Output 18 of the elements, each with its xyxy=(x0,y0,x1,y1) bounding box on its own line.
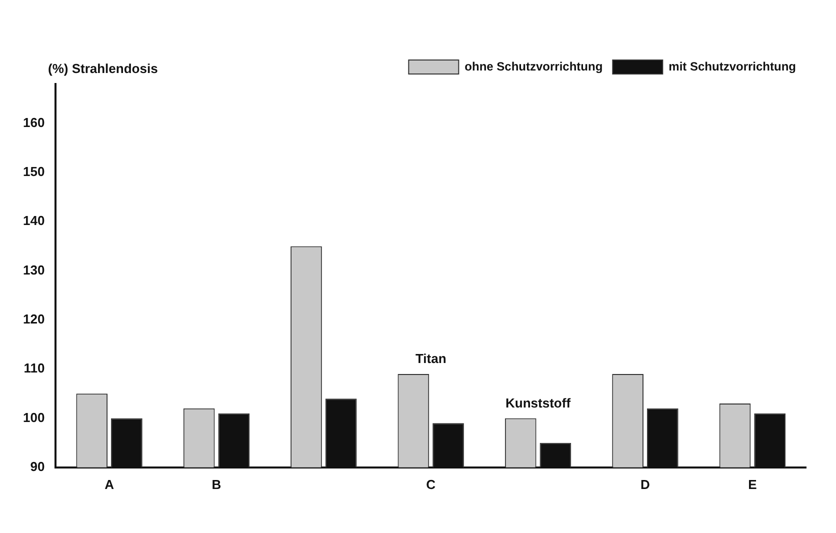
y-tick-label: 150 xyxy=(22,164,45,180)
y-tick-label: 90 xyxy=(30,458,45,474)
x-tick-label: B xyxy=(212,476,222,492)
x-tick-label: C xyxy=(426,476,436,492)
y-axis-title: (%) Strahlendosis xyxy=(48,61,158,76)
x-tick-label: A xyxy=(104,476,115,492)
y-tick-label: 110 xyxy=(24,360,45,376)
x-tick-label: E xyxy=(748,476,758,492)
annotation: Titan xyxy=(415,351,446,366)
y-tick-label: 130 xyxy=(22,262,45,278)
y-tick-label: 100 xyxy=(22,410,45,425)
annotation: Kunststoff xyxy=(506,395,572,410)
y-tick-label: 160 xyxy=(22,114,45,130)
legend-label: mit Schutzvorrichtung xyxy=(668,59,796,74)
y-tick-label: 120 xyxy=(22,312,45,327)
y-tick-label: 140 xyxy=(22,213,45,228)
x-tick-label: D xyxy=(640,476,650,492)
legend-label: ohne Schutzvorrichtung xyxy=(464,59,603,74)
